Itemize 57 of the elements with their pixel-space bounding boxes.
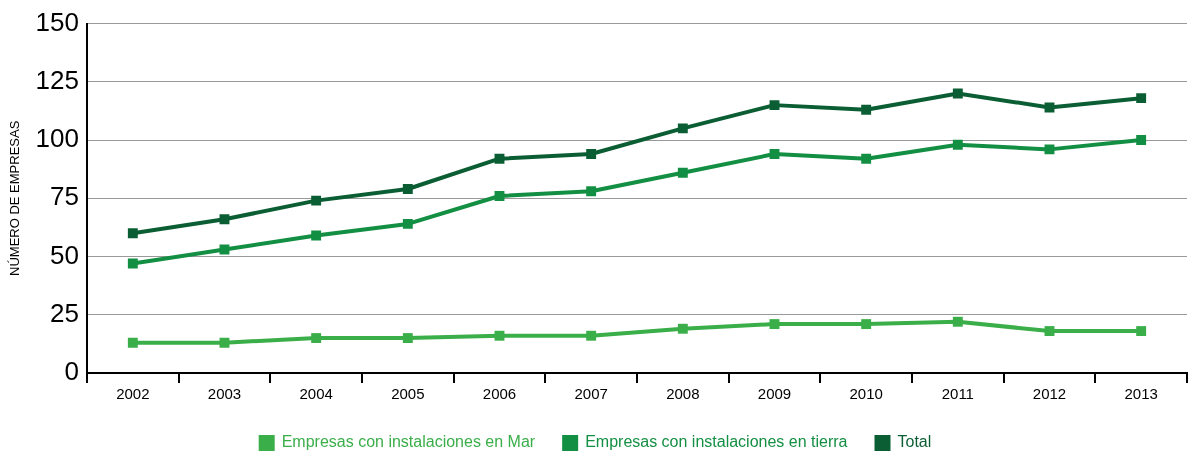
y-tick-label: 50 [50,239,79,270]
point [219,337,230,348]
y-tick-label: 75 [50,181,79,212]
point [127,337,138,348]
x-tick-label: 2002 [116,385,150,403]
point [769,319,780,330]
y-tick-label: 150 [35,6,79,37]
point [677,167,688,178]
point [952,88,963,99]
point [952,316,963,327]
point [402,333,413,344]
point [861,153,872,164]
point [127,258,138,269]
point [494,191,505,201]
y-tick-label: 0 [64,356,79,387]
x-tick-label: 2006 [482,385,517,403]
x-tick-label: 2012 [1032,385,1067,403]
point [861,104,872,115]
y-tick-label: 125 [35,65,79,96]
x-tick-label: 2010 [849,385,883,403]
y-tick-label: 100 [35,123,79,154]
point [311,230,322,241]
point [861,319,872,330]
point [677,123,688,134]
x-tick-label: 2004 [299,385,333,403]
point [1136,135,1147,146]
point [952,139,963,150]
y-axis-title: NÚMERO DE EMPRESAS [7,120,23,276]
point [494,153,505,164]
x-tick-label: 2003 [207,385,242,403]
x-tick-label: 2008 [666,385,700,403]
point [1044,326,1055,337]
x-tick-label: 2009 [757,385,792,403]
point [1044,144,1055,155]
point [586,330,597,341]
x-tick-label: 2007 [574,385,608,403]
point [402,184,413,194]
point [677,323,688,334]
point [311,195,322,206]
point [1136,326,1147,337]
point [1136,93,1147,104]
point [127,228,138,239]
point [586,149,597,159]
point [586,186,597,197]
x-tick-label: 2013 [1124,385,1158,403]
x-tick-label: 2005 [391,385,425,403]
y-tick-label: 25 [50,297,79,328]
legend-label: Empresas con instalaciones en tierra [585,433,848,451]
point [769,100,780,111]
point [311,333,322,344]
legend-label: Empresas con instalaciones en Mar [281,433,536,451]
point [219,214,230,225]
legend-label: Total [897,433,932,451]
point [769,149,780,159]
x-tick-label: 2011 [941,385,974,403]
point [402,218,413,229]
point [494,330,505,341]
